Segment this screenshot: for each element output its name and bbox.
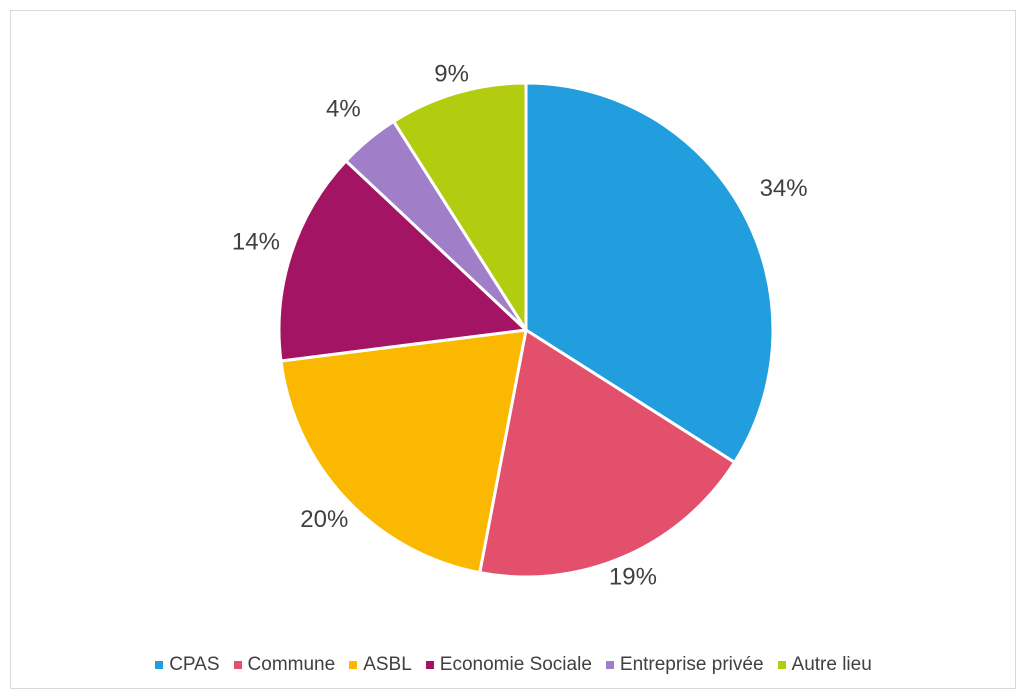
pie-slice-autre-lieu xyxy=(392,81,528,332)
legend: CPAS Commune ASBL Economie Sociale Entrepris… xyxy=(0,654,1027,676)
legend-swatch-entreprise-privee xyxy=(605,661,614,669)
data-label-cpas: 34% xyxy=(760,175,808,202)
legend-label-entreprise-privee: Entreprise privée xyxy=(619,654,764,675)
legend-label-economie-sociale: Economie Sociale xyxy=(439,654,592,675)
legend-label-asbl: ASBL xyxy=(363,654,412,675)
pie-slices xyxy=(277,81,775,579)
data-label-autre-lieu: 9% xyxy=(434,60,469,87)
data-label-commune: 19% xyxy=(609,564,657,591)
legend-item-cpas: CPAS xyxy=(155,654,220,676)
pie-slice-economie-sociale xyxy=(277,159,528,363)
legend-swatch-commune xyxy=(233,661,242,669)
legend-swatch-autre-lieu xyxy=(777,661,786,669)
pie-slice-asbl xyxy=(279,328,528,575)
pie-slice-commune xyxy=(478,328,737,579)
legend-swatch-asbl xyxy=(349,661,358,669)
data-label-entreprise-privee: 4% xyxy=(326,96,361,123)
legend-item-commune: Commune xyxy=(233,654,336,676)
legend-label-commune: Commune xyxy=(247,654,336,675)
legend-swatch-cpas xyxy=(155,661,164,669)
legend-item-autre-lieu: Autre lieu xyxy=(777,654,872,676)
legend-label-autre-lieu: Autre lieu xyxy=(791,654,872,675)
pie-labels: 34% 19% 20% 14% 4% 9% xyxy=(232,60,808,590)
legend-item-entreprise-privee: Entreprise privée xyxy=(605,654,764,676)
legend-swatch-economie-sociale xyxy=(425,661,434,669)
legend-label-cpas: CPAS xyxy=(169,654,220,675)
legend-item-asbl: ASBL xyxy=(349,654,412,676)
legend-item-economie-sociale: Economie Sociale xyxy=(425,654,592,676)
data-label-asbl: 20% xyxy=(300,506,348,533)
data-label-economie-sociale: 14% xyxy=(232,229,280,256)
